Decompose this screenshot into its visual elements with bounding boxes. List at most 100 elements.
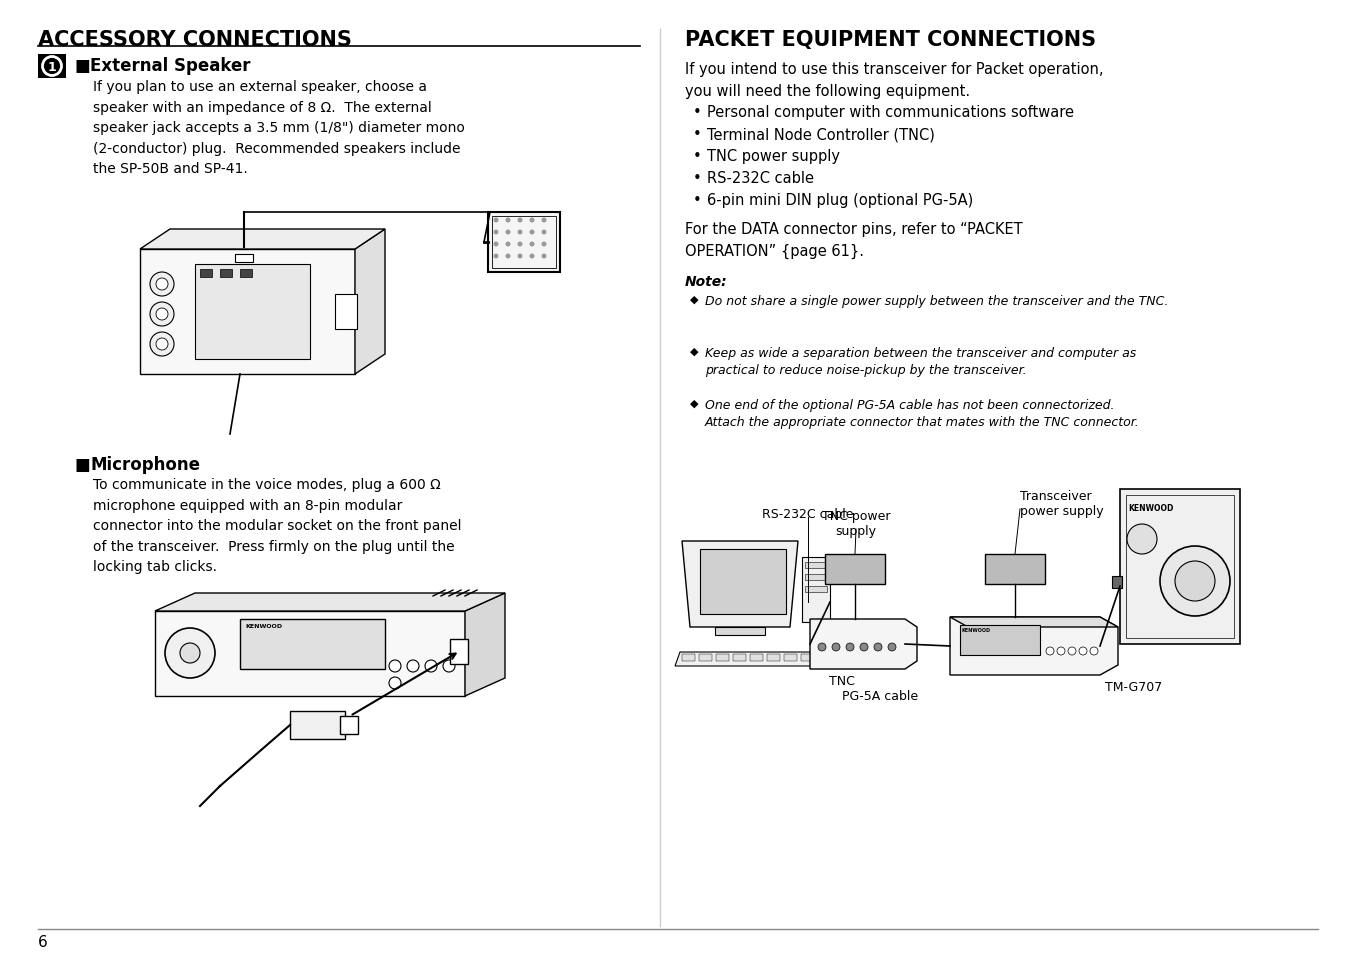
Bar	[450, 639, 468, 664]
Bar	[804, 575, 827, 580]
Bar	[804, 586, 827, 593]
Circle shape	[155, 309, 168, 320]
Circle shape	[1079, 647, 1087, 656]
Text: ■: ■	[74, 456, 89, 474]
Circle shape	[1068, 647, 1076, 656]
Bar	[784, 655, 796, 661]
Circle shape	[150, 333, 174, 356]
Bar	[1119, 490, 1240, 644]
Text: If you intend to use this transceiver for Packet operation,
you will need the fo: If you intend to use this transceiver fo…	[685, 62, 1103, 98]
Circle shape	[389, 660, 402, 672]
Circle shape	[518, 242, 522, 247]
Circle shape	[530, 254, 534, 259]
Text: External Speaker: External Speaker	[91, 57, 250, 75]
Text: 1: 1	[47, 61, 57, 74]
Text: If you plan to use an external speaker, choose a
speaker with an impedance of 8 : If you plan to use an external speaker, …	[93, 80, 465, 176]
Circle shape	[443, 660, 456, 672]
Text: Keep as wide a separation between the transceiver and computer as
practical to r: Keep as wide a separation between the tr…	[704, 347, 1136, 377]
Bar	[1126, 496, 1234, 639]
Bar	[339, 717, 358, 734]
Text: 6: 6	[38, 934, 47, 949]
Polygon shape	[155, 612, 465, 697]
Circle shape	[1046, 647, 1055, 656]
Bar	[241, 619, 385, 669]
Circle shape	[506, 218, 511, 223]
Circle shape	[1057, 647, 1065, 656]
Bar	[220, 270, 233, 277]
Text: ■: ■	[74, 57, 89, 75]
Circle shape	[518, 231, 522, 235]
Bar	[241, 270, 251, 277]
Text: RS-232C cable: RS-232C cable	[707, 171, 814, 186]
Circle shape	[155, 338, 168, 351]
Polygon shape	[356, 230, 385, 375]
Circle shape	[888, 643, 896, 651]
Text: Transceiver
power supply: Transceiver power supply	[1019, 490, 1103, 517]
Text: •: •	[694, 105, 702, 120]
Bar	[804, 562, 827, 568]
Text: KENWOOD: KENWOOD	[1128, 503, 1174, 513]
Circle shape	[518, 218, 522, 223]
Circle shape	[493, 231, 499, 235]
Circle shape	[542, 242, 546, 247]
Text: ◆: ◆	[690, 294, 699, 305]
Text: Terminal Node Controller (TNC): Terminal Node Controller (TNC)	[707, 127, 934, 142]
Bar	[38, 55, 66, 79]
Polygon shape	[155, 594, 506, 612]
Circle shape	[493, 242, 499, 247]
Circle shape	[389, 678, 402, 689]
Bar	[986, 555, 1045, 584]
Circle shape	[873, 643, 882, 651]
Bar	[750, 655, 763, 661]
Text: •: •	[694, 127, 702, 142]
Circle shape	[542, 218, 546, 223]
Circle shape	[493, 218, 499, 223]
Circle shape	[1090, 647, 1098, 656]
Text: KENWOOD: KENWOOD	[245, 623, 283, 628]
Circle shape	[425, 660, 437, 672]
Polygon shape	[141, 250, 356, 375]
Text: •: •	[694, 193, 702, 208]
Bar	[800, 655, 814, 661]
Text: TNC: TNC	[829, 675, 854, 687]
Polygon shape	[141, 230, 385, 250]
Text: For the DATA connector pins, refer to “PACKET
OPERATION” {page 61}.: For the DATA connector pins, refer to “P…	[685, 222, 1022, 258]
Circle shape	[407, 660, 419, 672]
Text: Personal computer with communications software: Personal computer with communications so…	[707, 105, 1073, 120]
Circle shape	[818, 643, 826, 651]
Bar	[488, 213, 560, 273]
Circle shape	[1160, 546, 1230, 617]
Circle shape	[518, 254, 522, 259]
Bar	[235, 254, 253, 263]
Polygon shape	[675, 652, 821, 666]
Bar	[960, 625, 1040, 656]
Text: RS-232C cable: RS-232C cable	[763, 507, 853, 520]
Bar	[825, 555, 886, 584]
Text: Microphone: Microphone	[91, 456, 200, 474]
Circle shape	[542, 231, 546, 235]
Text: ACCESSORY CONNECTIONS: ACCESSORY CONNECTIONS	[38, 30, 352, 50]
Text: TNC power supply: TNC power supply	[707, 149, 840, 164]
Circle shape	[506, 254, 511, 259]
Circle shape	[542, 254, 546, 259]
Text: KENWOOD: KENWOOD	[963, 627, 991, 633]
Circle shape	[860, 643, 868, 651]
Circle shape	[1175, 561, 1215, 601]
Circle shape	[530, 231, 534, 235]
Text: •: •	[694, 149, 702, 164]
Circle shape	[180, 643, 200, 663]
Bar	[802, 558, 830, 622]
Circle shape	[155, 278, 168, 291]
Text: PACKET EQUIPMENT CONNECTIONS: PACKET EQUIPMENT CONNECTIONS	[685, 30, 1096, 50]
Circle shape	[165, 628, 215, 679]
Polygon shape	[465, 594, 506, 697]
Bar	[715, 627, 765, 636]
Text: PG-5A cable: PG-5A cable	[842, 689, 918, 702]
Text: Note:: Note:	[685, 274, 727, 289]
Polygon shape	[810, 619, 917, 669]
Bar	[717, 655, 729, 661]
Text: 6-pin mini DIN plug (optional PG-5A): 6-pin mini DIN plug (optional PG-5A)	[707, 193, 973, 208]
Circle shape	[493, 254, 499, 259]
Bar	[767, 655, 780, 661]
Text: TM-G707: TM-G707	[1105, 680, 1163, 693]
